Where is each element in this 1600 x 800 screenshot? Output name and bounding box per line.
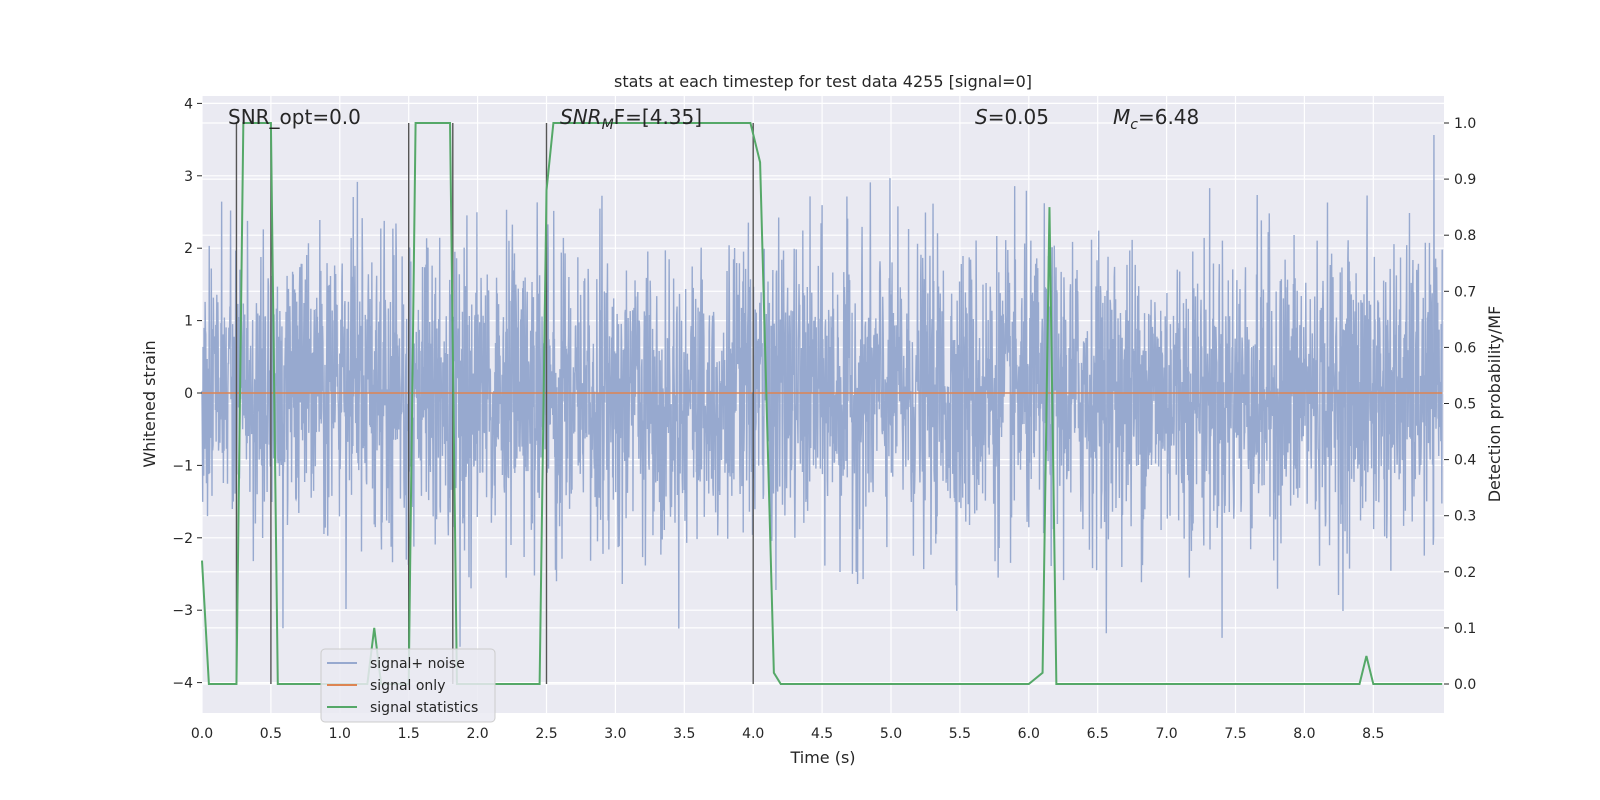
x-tick-label: 1.0 bbox=[329, 726, 351, 742]
x-tick-label: 6.5 bbox=[1087, 726, 1109, 742]
annotation-mc-rest: =6.48 bbox=[1138, 105, 1199, 129]
y-tick-label-right: 0.5 bbox=[1454, 397, 1476, 413]
y-tick-label-right: 0.6 bbox=[1454, 340, 1476, 356]
y-tick-label-left: 4 bbox=[184, 96, 193, 112]
annotation-mc-sub: c bbox=[1130, 117, 1138, 133]
y-tick-label-right: 0.1 bbox=[1454, 621, 1476, 637]
y-tick-label-left: 0 bbox=[184, 386, 193, 402]
y-tick-label-left: −1 bbox=[172, 458, 193, 474]
x-tick-label: 5.0 bbox=[880, 726, 902, 742]
legend-label-signal-statistics: signal statistics bbox=[370, 700, 478, 716]
x-ticks: 0.0 0.5 1.0 1.5 2.0 2.5 3.0 3.5 4.0 4.5 5.0 5.5 6.0 6… bbox=[191, 726, 1385, 742]
y-tick-label-right: 0.4 bbox=[1454, 453, 1476, 469]
legend: signal+ noise signal only signal statist… bbox=[320, 648, 496, 723]
x-tick-label: 6.0 bbox=[1018, 726, 1040, 742]
legend-label-signal-noise: signal+ noise bbox=[370, 656, 465, 672]
y-ticks-left: −4 −3 −2 −1 0 1 2 3 4 bbox=[172, 96, 202, 692]
annotation-snr-mf-main: SNR bbox=[560, 105, 602, 129]
annotation-mc: Mc=6.48 bbox=[1113, 105, 1199, 133]
y-tick-label-left: −3 bbox=[172, 603, 193, 619]
x-axis-label: Time (s) bbox=[789, 748, 855, 767]
legend-box bbox=[320, 648, 496, 723]
y-tick-label-left: −2 bbox=[172, 531, 193, 547]
annotation-mc-main: M bbox=[1113, 105, 1130, 129]
x-tick-label: 3.0 bbox=[604, 726, 626, 742]
annotation-s-rest: =0.05 bbox=[988, 105, 1049, 129]
x-tick-label: 8.5 bbox=[1362, 726, 1384, 742]
y-tick-label-right: 0.7 bbox=[1454, 284, 1476, 300]
x-tick-label: 4.5 bbox=[811, 726, 833, 742]
x-tick-label: 1.5 bbox=[398, 726, 420, 742]
x-tick-label: 7.5 bbox=[1224, 726, 1246, 742]
annotation-snr-opt: SNR_opt=0.0 bbox=[228, 105, 361, 129]
y-tick-label-right: 0.0 bbox=[1454, 677, 1476, 693]
annotation-snr-mf-sub: M bbox=[602, 117, 614, 133]
x-tick-label: 0.5 bbox=[260, 726, 282, 742]
y-axis-label-right: Detection probability/MF bbox=[1485, 306, 1504, 503]
annotation-snr-mf: SNRMF=[4.35] bbox=[560, 105, 702, 133]
x-tick-label: 4.0 bbox=[742, 726, 764, 742]
x-tick-label: 2.0 bbox=[466, 726, 488, 742]
x-tick-label: 8.0 bbox=[1293, 726, 1315, 742]
y-tick-label-right: 0.9 bbox=[1454, 172, 1476, 188]
annotation-snr-mf-rest: F=[4.35] bbox=[614, 105, 702, 129]
y-ticks-right: 0.0 0.1 0.2 0.3 0.4 0.5 0.6 0.7 0.8 0.9 1.0 bbox=[1444, 116, 1476, 693]
y-tick-label-left: 1 bbox=[184, 314, 193, 330]
x-tick-label: 5.5 bbox=[949, 726, 971, 742]
annotation-s-main: S bbox=[975, 105, 988, 129]
y-tick-label-right: 0.2 bbox=[1454, 565, 1476, 581]
y-tick-label-left: 3 bbox=[184, 169, 193, 185]
legend-label-signal-only: signal only bbox=[370, 678, 445, 694]
x-tick-label: 7.0 bbox=[1155, 726, 1177, 742]
x-tick-label: 3.5 bbox=[673, 726, 695, 742]
y-tick-label-right: 0.3 bbox=[1454, 509, 1476, 525]
y-tick-label-left: −4 bbox=[172, 676, 193, 692]
y-tick-label-right: 1.0 bbox=[1454, 116, 1476, 132]
y-tick-label-left: 2 bbox=[184, 241, 193, 257]
y-tick-label-right: 0.8 bbox=[1454, 228, 1476, 244]
x-tick-label: 0.0 bbox=[191, 726, 213, 742]
x-tick-label: 2.5 bbox=[535, 726, 557, 742]
y-axis-label-left: Whitened strain bbox=[140, 340, 159, 467]
annotation-s: S=0.05 bbox=[975, 105, 1049, 129]
chart-title: stats at each timestep for test data 425… bbox=[614, 72, 1032, 91]
